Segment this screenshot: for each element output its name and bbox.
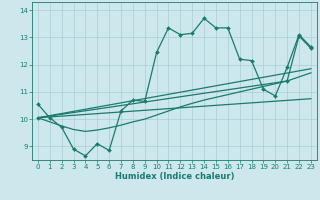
X-axis label: Humidex (Indice chaleur): Humidex (Indice chaleur) bbox=[115, 172, 234, 181]
